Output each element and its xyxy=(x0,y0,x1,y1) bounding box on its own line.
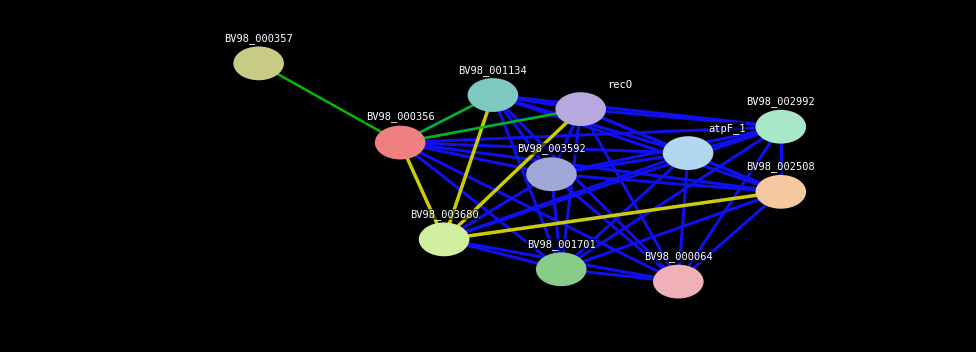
Ellipse shape xyxy=(419,222,469,256)
Ellipse shape xyxy=(555,92,606,126)
Ellipse shape xyxy=(755,110,806,144)
Ellipse shape xyxy=(653,265,704,298)
Ellipse shape xyxy=(375,126,426,159)
Text: BV98_001701: BV98_001701 xyxy=(527,239,595,250)
Text: BV98_000064: BV98_000064 xyxy=(644,251,712,262)
Text: BV98_001134: BV98_001134 xyxy=(459,65,527,76)
Text: BV98_000356: BV98_000356 xyxy=(366,112,434,122)
Text: BV98_003592: BV98_003592 xyxy=(517,143,586,154)
Text: BV98_002508: BV98_002508 xyxy=(747,162,815,172)
Text: BV98_002992: BV98_002992 xyxy=(747,96,815,107)
Ellipse shape xyxy=(233,46,284,80)
Text: recO: recO xyxy=(607,80,632,90)
Ellipse shape xyxy=(536,252,587,286)
Ellipse shape xyxy=(663,136,713,170)
Ellipse shape xyxy=(755,175,806,209)
Ellipse shape xyxy=(468,78,518,112)
Ellipse shape xyxy=(526,157,577,191)
Text: BV98_003680: BV98_003680 xyxy=(410,209,478,220)
Text: atpF_1: atpF_1 xyxy=(709,123,746,134)
Text: BV98_000357: BV98_000357 xyxy=(224,33,293,44)
